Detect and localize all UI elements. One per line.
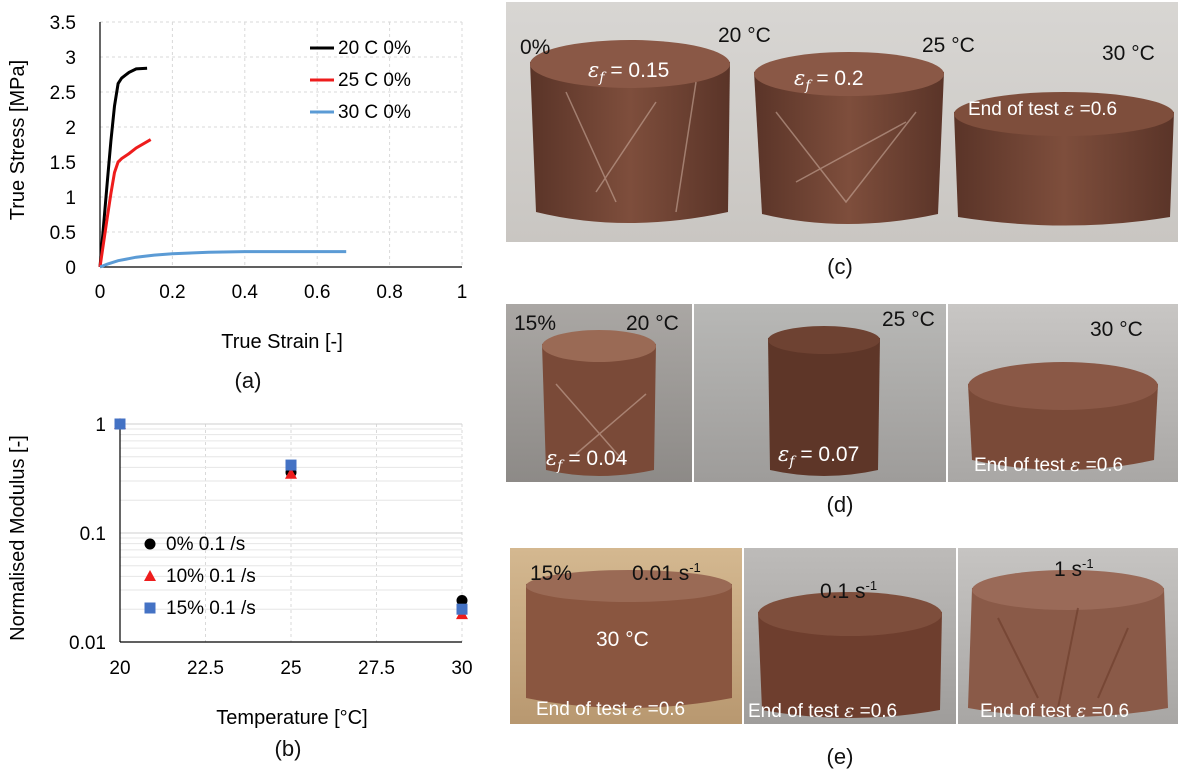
caption-d: (d) xyxy=(826,492,854,517)
chart-a-xtick: 0.8 xyxy=(376,282,402,303)
label-d-t2: 25 °C xyxy=(882,308,935,331)
label-c-t2: 25 °C xyxy=(922,34,975,57)
chart-b-point xyxy=(456,603,468,615)
chart-a-ytick: 3.5 xyxy=(50,13,76,34)
chart-b-xtick: 20 xyxy=(109,658,130,679)
photo-e2: 0.1 s-1 End of test ε =0.6 xyxy=(744,548,956,724)
chart-a-legend-label: 25 C 0% xyxy=(338,70,411,91)
label-d-t3: 30 °C xyxy=(1090,318,1143,341)
label-e-temp: 30 °C xyxy=(596,628,649,651)
label-e-rate1: 0.01 s-1 xyxy=(632,560,701,585)
photo-e1: 15% 0.01 s-1 30 °C End of test ε =0.6 xyxy=(510,548,742,724)
chart-a-xtick: 0 xyxy=(95,282,106,303)
chart-a-ytick: 2.5 xyxy=(50,83,76,104)
chart-a-axes xyxy=(99,22,462,268)
chart-a-ticks: 0 0.2 0.4 0.6 0.8 1 0 0.5 1 1.5 2 2.5 3 3.5 xyxy=(50,13,468,303)
chart-a-xtick: 0.4 xyxy=(232,282,259,303)
label-c-eps1: εf = 0.15 xyxy=(588,58,670,87)
chart-a-series-line xyxy=(98,138,152,268)
caption-a: (a) xyxy=(234,368,262,393)
sample-c1 xyxy=(530,47,730,223)
photo-c: 0% 20 °C 25 °C 30 °C εf = 0.15 εf = 0.2 … xyxy=(506,2,1178,242)
sample-c2 xyxy=(754,57,944,224)
chart-a-ytick: 1.5 xyxy=(50,153,76,174)
chart-b-xtick: 27.5 xyxy=(358,658,395,679)
label-d-fraction: 15% xyxy=(514,312,557,335)
chart-b-point xyxy=(285,459,297,471)
label-c-t3: 30 °C xyxy=(1102,42,1155,65)
chart-a-series-line xyxy=(99,250,347,269)
caption-c: (c) xyxy=(827,254,853,279)
chart-a-legend: 20 C 0% 25 C 0% 30 C 0% xyxy=(310,38,411,123)
label-e-fraction: 15% xyxy=(530,562,573,585)
photo-d2: 25 °C εf = 0.07 xyxy=(694,304,946,482)
chart-b-legend: 0% 0.1 /s 10% 0.1 /s 15% 0.1 /s xyxy=(144,534,256,619)
chart-b-point xyxy=(114,418,126,430)
caption-b: (b) xyxy=(274,736,302,761)
chart-b-ytick: 1 xyxy=(95,415,106,436)
label-c-t1: 20 °C xyxy=(718,24,771,47)
chart-a-xlabel: True Strain [-] xyxy=(221,331,343,353)
chart-a-xtick: 1 xyxy=(457,282,468,303)
samples-c xyxy=(530,40,1174,226)
chart-b-axes xyxy=(119,424,462,643)
chart-a: 0 0.2 0.4 0.6 0.8 1 0 0.5 1 1.5 2 2.5 3 3.5 20 C 0% 25… xyxy=(7,13,468,353)
chart-b-points xyxy=(114,418,468,620)
chart-b-xtick: 30 xyxy=(451,658,472,679)
photo-d3: 30 °C End of test ε =0.6 xyxy=(948,304,1178,482)
chart-b-point xyxy=(456,595,468,607)
label-e-end2: End of test ε =0.6 xyxy=(748,700,898,722)
chart-a-legend-label: 30 C 0% xyxy=(338,102,411,123)
chart-a-xtick: 0.2 xyxy=(159,282,185,303)
chart-b-ticks: 20 22.5 25 27.5 30 0.01 0.1 1 xyxy=(69,415,473,679)
chart-a-ytick: 0.5 xyxy=(50,223,76,244)
chart-a-ytick: 1 xyxy=(65,188,76,209)
chart-b-legend-label: 0% 0.1 /s xyxy=(166,534,245,555)
chart-b-legend-marker xyxy=(144,538,156,550)
chart-b-xlabel: Temperature [°C] xyxy=(216,707,367,729)
chart-b-legend-marker xyxy=(144,570,156,581)
label-e-rate2: 0.1 s-1 xyxy=(820,578,878,603)
chart-a-xtick: 0.6 xyxy=(304,282,330,303)
label-d-t1: 20 °C xyxy=(626,312,679,335)
chart-b-legend-label: 15% 0.1 /s xyxy=(166,598,256,619)
label-c-end: End of test ε =0.6 xyxy=(968,98,1118,120)
caption-e: (e) xyxy=(826,744,854,769)
photo-e3: 1 s-1 End of test ε =0.6 xyxy=(958,548,1178,724)
label-c-eps2: εf = 0.2 xyxy=(794,66,864,95)
chart-b: 20 22.5 25 27.5 30 0.01 0.1 1 0% 0.1 /s 10% 0.1 … xyxy=(7,415,473,729)
chart-b-legend-marker xyxy=(144,602,156,614)
chart-a-legend-label: 20 C 0% xyxy=(338,38,411,59)
chart-b-xtick: 25 xyxy=(280,658,301,679)
label-e-end1: End of test ε =0.6 xyxy=(536,698,686,720)
photo-d1: 15% 20 °C εf = 0.04 xyxy=(506,304,692,482)
chart-a-ylabel: True Stress [MPa] xyxy=(7,60,29,220)
label-d-end: End of test ε =0.6 xyxy=(974,454,1124,476)
chart-a-ytick: 3 xyxy=(65,48,76,69)
chart-b-ytick: 0.01 xyxy=(69,633,106,654)
chart-a-lines xyxy=(98,66,347,269)
chart-a-series-line xyxy=(98,66,148,268)
label-e-end3: End of test ε =0.6 xyxy=(980,700,1130,722)
chart-b-ytick: 0.1 xyxy=(80,524,106,545)
chart-b-ylabel: Normalised Modulus [-] xyxy=(7,435,29,641)
chart-b-xtick: 22.5 xyxy=(187,658,224,679)
label-d-eps1: εf = 0.04 xyxy=(546,446,628,475)
chart-a-ytick: 0 xyxy=(65,258,76,279)
chart-a-ytick: 2 xyxy=(65,118,76,139)
label-e-rate3: 1 s-1 xyxy=(1054,556,1094,581)
label-c-fraction: 0% xyxy=(520,36,551,59)
chart-b-point xyxy=(285,467,297,479)
chart-b-legend-label: 10% 0.1 /s xyxy=(166,566,256,587)
label-d-eps2: εf = 0.07 xyxy=(778,442,860,471)
